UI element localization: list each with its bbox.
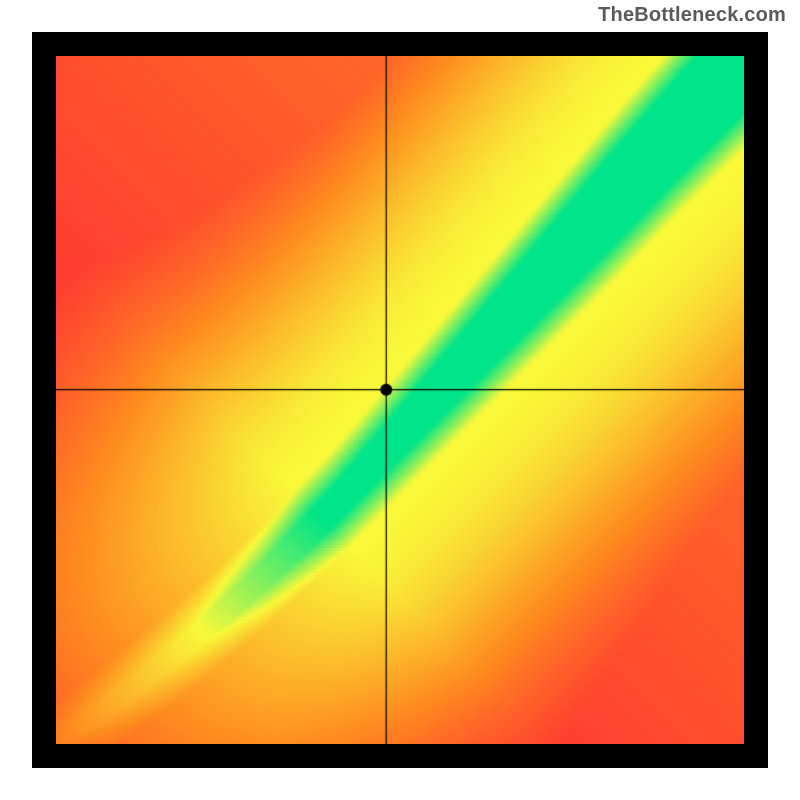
attribution-text: TheBottleneck.com (598, 4, 786, 27)
chart-frame (32, 32, 768, 768)
bottleneck-heatmap (56, 56, 744, 744)
